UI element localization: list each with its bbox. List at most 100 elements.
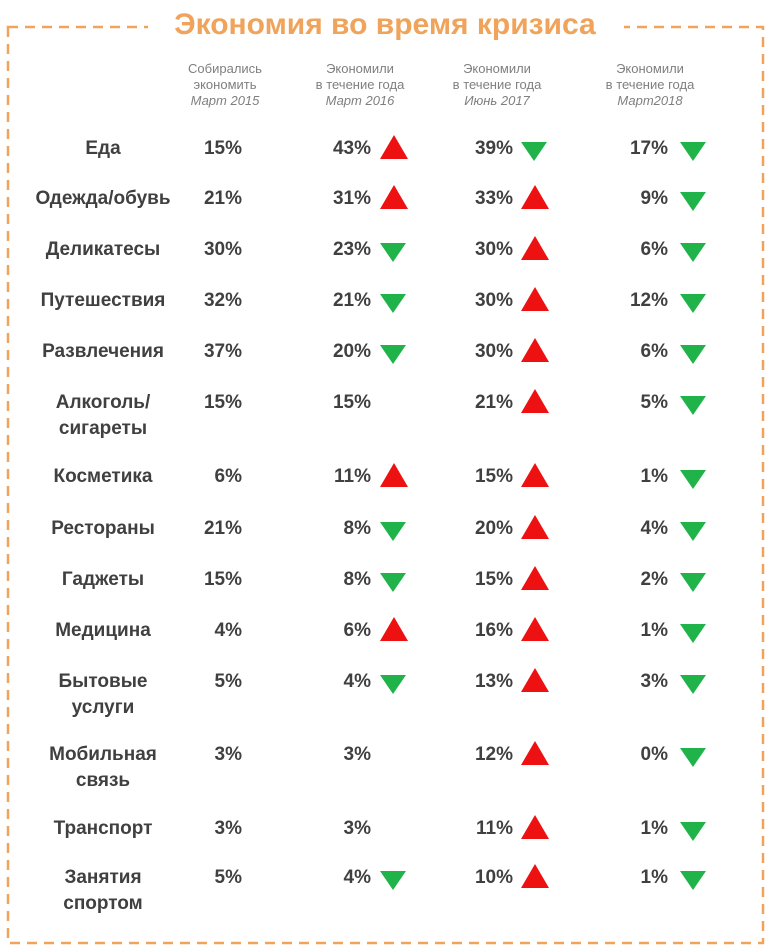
value-cell: 21% [203, 518, 242, 539]
up-arrow-icon [521, 617, 549, 641]
down-arrow-icon [680, 871, 706, 890]
column-header-line: в течение года [452, 77, 542, 92]
value-cell: 4% [343, 671, 371, 692]
down-arrow-icon [380, 522, 406, 541]
value-cell: 30% [203, 239, 242, 260]
up-arrow-icon [521, 815, 549, 839]
value-cell: 17% [629, 138, 668, 159]
column-header-line: Собирались [188, 61, 262, 76]
down-arrow-icon [680, 243, 706, 262]
down-arrow-icon [680, 675, 706, 694]
value-cell: 2% [640, 569, 668, 590]
category-label-line: Медицина [55, 620, 151, 641]
value-cell: 4% [214, 620, 242, 641]
category-label-line: связь [75, 770, 131, 791]
category-label: Рестораны [15, 516, 191, 542]
value-cell: 1% [640, 818, 668, 839]
category-label-line: Косметика [53, 466, 153, 487]
value-cell: 15% [474, 466, 513, 487]
value-cell: 3% [214, 818, 242, 839]
category-label: Транспорт [15, 816, 191, 842]
category-label: Бытовые услуги [15, 669, 191, 721]
value-cell: 6% [214, 466, 242, 487]
column-header-period: Июнь 2017 [464, 93, 530, 108]
category-label-line: Путешествия [40, 290, 166, 311]
column-header-3: Экономили в течение года Июнь 2017 [422, 61, 572, 109]
up-arrow-icon [521, 389, 549, 413]
column-header-period: Март 2015 [190, 93, 260, 108]
value-cell: 6% [640, 239, 668, 260]
down-arrow-icon [680, 142, 706, 161]
column-header-2: Экономили в течение года Март 2016 [285, 61, 435, 109]
value-cell: 21% [203, 188, 242, 209]
down-arrow-icon [680, 573, 706, 592]
column-header-line: Экономили [616, 61, 684, 76]
category-label-line: Транспорт [53, 818, 153, 839]
down-arrow-icon [380, 871, 406, 890]
value-cell: 15% [203, 392, 242, 413]
value-cell: 1% [640, 867, 668, 888]
category-label: Мобильная связь [15, 742, 191, 794]
category-label-line: Развлечения [42, 341, 164, 362]
title-background [148, 6, 624, 46]
value-cell: 4% [640, 518, 668, 539]
down-arrow-icon [380, 345, 406, 364]
down-arrow-icon [680, 345, 706, 364]
category-label-line: спортом [63, 893, 143, 914]
category-label-line: сигареты [58, 418, 148, 439]
value-cell: 16% [474, 620, 513, 641]
value-cell: 30% [474, 239, 513, 260]
up-arrow-icon [380, 617, 408, 641]
value-cell: 5% [214, 671, 242, 692]
value-cell: 0% [640, 744, 668, 765]
category-label: Одежда/обувь [15, 186, 191, 212]
down-arrow-icon [380, 294, 406, 313]
value-cell: 3% [640, 671, 668, 692]
value-cell: 3% [343, 818, 371, 839]
down-arrow-icon [380, 675, 406, 694]
category-label-line: услуги [71, 697, 135, 718]
down-arrow-icon [680, 748, 706, 767]
value-cell: 20% [332, 341, 371, 362]
value-cell: 5% [214, 867, 242, 888]
column-header-period: Март2018 [617, 93, 683, 108]
category-label: Занятия спортом [15, 865, 191, 917]
value-cell: 5% [640, 392, 668, 413]
up-arrow-icon [521, 236, 549, 260]
column-header-4: Экономили в течение года Март2018 [575, 61, 725, 109]
value-cell: 30% [474, 290, 513, 311]
value-cell: 39% [474, 138, 513, 159]
value-cell: 37% [203, 341, 242, 362]
value-cell: 15% [203, 138, 242, 159]
up-arrow-icon [521, 668, 549, 692]
down-arrow-icon [380, 243, 406, 262]
category-label-line: Алкоголь/ [55, 392, 151, 413]
up-arrow-icon [521, 864, 549, 888]
column-header-line: экономить [193, 77, 257, 92]
value-cell: 15% [332, 392, 371, 413]
down-arrow-icon [680, 294, 706, 313]
value-cell: 11% [334, 466, 371, 487]
up-arrow-icon [521, 566, 549, 590]
category-label: Гаджеты [15, 567, 191, 593]
value-cell: 12% [629, 290, 668, 311]
up-arrow-icon [521, 287, 549, 311]
value-cell: 8% [343, 569, 371, 590]
value-cell: 21% [474, 392, 513, 413]
down-arrow-icon [680, 470, 706, 489]
category-label: Косметика [15, 464, 191, 490]
category-label-line: Гаджеты [61, 569, 145, 590]
value-cell: 10% [474, 867, 513, 888]
up-arrow-icon [380, 135, 408, 159]
value-cell: 32% [203, 290, 242, 311]
category-label: Развлечения [15, 339, 191, 365]
category-label-line: Бытовые [58, 671, 148, 692]
value-cell: 11% [476, 818, 513, 839]
value-cell: 21% [332, 290, 371, 311]
column-header-line: в течение года [315, 77, 405, 92]
up-arrow-icon [521, 515, 549, 539]
down-arrow-icon [680, 396, 706, 415]
category-label: Алкоголь/сигареты [15, 390, 191, 442]
category-label-line: Деликатесы [45, 239, 161, 260]
column-header-line: Экономили [463, 61, 531, 76]
